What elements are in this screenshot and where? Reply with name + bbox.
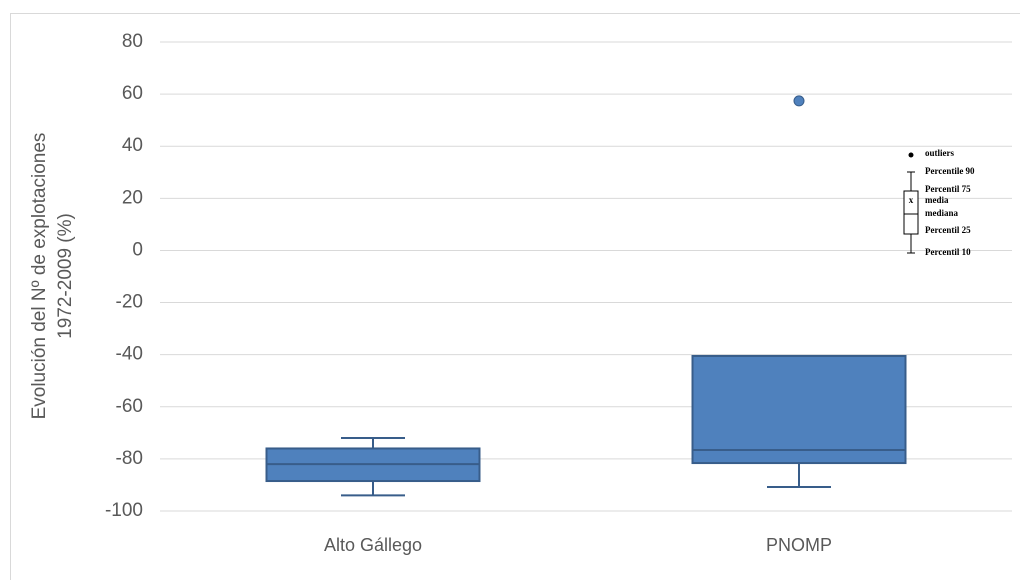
y-tick-label: 20: [122, 187, 143, 208]
legend-label: media: [925, 195, 949, 205]
y-tick-label: 80: [122, 31, 143, 52]
y-tick-label: -100: [105, 500, 143, 521]
outlier: [793, 95, 805, 107]
box: [691, 354, 907, 465]
legend-mean-symbol: x: [909, 195, 914, 205]
y-axis-label: Evolución del Nº de explotaciones: [29, 133, 50, 420]
x-tick-label: Alto Gállego: [324, 535, 422, 555]
y-tick-label: -60: [116, 396, 143, 417]
y-tick-label: -80: [116, 448, 143, 469]
legend-label: mediana: [925, 208, 959, 218]
legend-label: Percentile 90: [925, 166, 975, 176]
x-tick-label: PNOMP: [766, 535, 832, 555]
legend: x outliers Percentile 90 Percentil 75 me…: [903, 148, 975, 257]
legend-outlier-symbol: [908, 152, 914, 158]
chart-frame: [10, 13, 1020, 580]
legend-label: Percentil 75: [925, 184, 971, 194]
y-tick-label: 40: [122, 135, 143, 156]
legend-label: Percentil 25: [925, 225, 971, 235]
legend-label: Percentil 10: [925, 247, 971, 257]
legend-label: outliers: [925, 148, 954, 158]
y-tick-label: -20: [116, 292, 143, 313]
y-tick-label: -40: [116, 344, 143, 365]
y-tick-label: 60: [122, 83, 143, 104]
legend-box: [903, 190, 919, 235]
y-tick-label: 0: [132, 239, 143, 260]
y-axis-label: 1972-2009 (%): [55, 213, 76, 339]
